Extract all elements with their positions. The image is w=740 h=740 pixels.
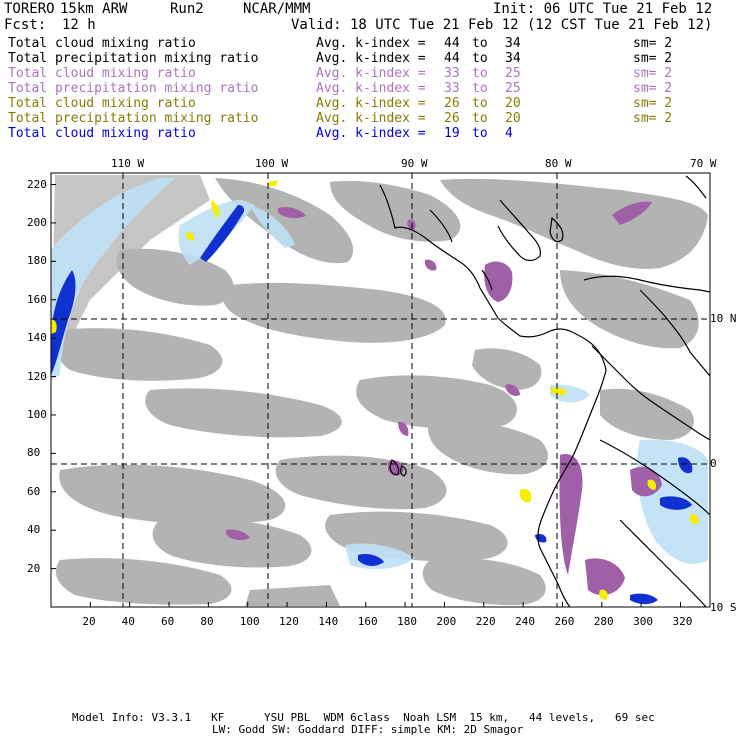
legend-smoothing: sm= 2: [633, 96, 673, 111]
legend-kindex-label: Avg. k-index =: [316, 96, 426, 111]
legend-kindex-label: Avg. k-index =: [316, 111, 426, 126]
legend-kindex-to-word: to: [472, 66, 488, 81]
coastlines: [379, 175, 710, 607]
legend-kindex-from: 33: [444, 81, 460, 96]
x-tick-label: 100: [239, 615, 260, 628]
axis-ticks: [51, 184, 681, 607]
legend-kindex-to: 34: [505, 51, 521, 66]
legend-kindex-to-word: to: [472, 51, 488, 66]
legend-kindex-to: 34: [505, 36, 521, 51]
y-tick-label: 60: [27, 484, 41, 498]
legend-kindex-from: 26: [444, 96, 460, 111]
y-tick-label: 180: [27, 254, 47, 268]
legend-kindex-to-word: to: [472, 126, 488, 141]
x-tick-label: 40: [121, 615, 135, 628]
x-tick-label: 320: [672, 615, 693, 628]
legend-smoothing: sm= 2: [633, 66, 673, 81]
plot-frame: [50, 172, 711, 608]
y-tick-label: 140: [27, 331, 47, 345]
legend-series-name: Total cloud mixing ratio: [8, 66, 196, 81]
x-tick-label: 260: [554, 615, 575, 628]
legend-kindex-to: 25: [505, 66, 521, 81]
legend-kindex-to: 4: [505, 126, 513, 141]
x-tick-label: 120: [279, 615, 299, 628]
footer-model-info: Model Info: V3.3.1 KF YSU PBL WDM 6class…: [72, 711, 655, 724]
y-tick-label: 80: [27, 446, 41, 460]
valid-time: Valid: 18 UTC Tue 21 Feb 12 (12 CST Tue …: [291, 17, 713, 33]
footer-physics-info: LW: Godd SW: Goddard DIFF: simple KM: 2D…: [212, 723, 524, 736]
x-tick-label: 60: [161, 615, 175, 628]
model-org: NCAR/MMM: [243, 1, 311, 17]
legend-kindex-to-word: to: [472, 111, 488, 126]
x-tick-label: 220: [475, 615, 496, 628]
lon-label-100w: 100 W: [255, 157, 289, 170]
cloud-field-gray: [51, 175, 708, 606]
legend-kindex-label: Avg. k-index =: [316, 81, 426, 96]
x-tick-label: 180: [397, 615, 417, 628]
x-tick-label: 160: [357, 615, 378, 628]
legend-kindex-to: 25: [505, 81, 521, 96]
init-time: Init: 06 UTC Tue 21 Feb 12: [493, 1, 713, 17]
lat-label-10n: 10 N: [710, 312, 737, 325]
legend-kindex-label: Avg. k-index =: [316, 36, 426, 51]
legend-kindex-label: Avg. k-index =: [316, 66, 426, 81]
lat-label-0: 0: [710, 457, 717, 470]
legend-kindex-to: 20: [505, 96, 521, 111]
legend-kindex-to-word: to: [472, 36, 488, 51]
lon-label-80w: 80 W: [545, 157, 572, 170]
lon-label-70w: 70 W: [690, 157, 717, 170]
cloud-field-blue: [51, 205, 693, 605]
legend-smoothing: sm= 2: [633, 51, 673, 66]
x-tick-label: 300: [633, 615, 654, 628]
lat-lon-grid: [51, 173, 710, 607]
legend-series-name: Total precipitation mixing ratio: [8, 111, 259, 126]
model-name: TORERO: [4, 1, 55, 17]
legend-kindex-label: Avg. k-index =: [316, 126, 426, 141]
x-tick-label: 280: [593, 615, 614, 628]
legend-kindex-from: 44: [444, 36, 460, 51]
legend-series-name: Total precipitation mixing ratio: [8, 81, 259, 96]
y-tick-label: 40: [27, 523, 41, 537]
legend-series-name: Total cloud mixing ratio: [8, 126, 196, 141]
x-tick-label: 200: [436, 615, 457, 628]
legend-kindex-label: Avg. k-index =: [316, 51, 426, 66]
y-tick-label: 220: [27, 177, 47, 191]
legend-kindex-to: 20: [505, 111, 521, 126]
forecast-hour: 12 h: [62, 17, 96, 33]
y-tick-label: 200: [27, 215, 47, 229]
cloud-field-yellow: [51, 180, 699, 600]
legend-smoothing: sm= 2: [633, 111, 673, 126]
x-tick-label: 240: [515, 615, 535, 628]
legend-kindex-from: 33: [444, 66, 460, 81]
y-tick-label: 20: [27, 561, 41, 575]
y-tick-label: 120: [27, 369, 47, 383]
legend-kindex-from: 26: [444, 111, 460, 126]
lon-label-110w: 110 W: [111, 157, 145, 170]
forecast-label: Fcst:: [4, 17, 47, 33]
legend-series-name: Total precipitation mixing ratio: [8, 51, 259, 66]
legend-series-name: Total cloud mixing ratio: [8, 36, 196, 51]
x-tick-label: 80: [200, 615, 214, 628]
legend-smoothing: sm= 2: [633, 81, 673, 96]
lon-label-90w: 90 W: [401, 157, 428, 170]
cloud-field-purple: [226, 201, 662, 596]
legend-smoothing: sm= 2: [633, 36, 673, 51]
legend-kindex-to-word: to: [472, 96, 488, 111]
x-tick-label: 20: [82, 615, 96, 628]
legend-kindex-from: 44: [444, 51, 460, 66]
model-run: Run2: [170, 1, 204, 17]
x-tick-label: 140: [318, 615, 339, 628]
y-tick-label: 160: [27, 292, 47, 306]
lat-label-10s: 10 S: [710, 601, 737, 614]
y-tick-label: 100: [27, 407, 47, 421]
legend-kindex-to-word: to: [472, 81, 488, 96]
legend-series-name: Total cloud mixing ratio: [8, 96, 196, 111]
legend-kindex-from: 19: [444, 126, 460, 141]
model-resolution: 15km ARW: [60, 1, 128, 17]
